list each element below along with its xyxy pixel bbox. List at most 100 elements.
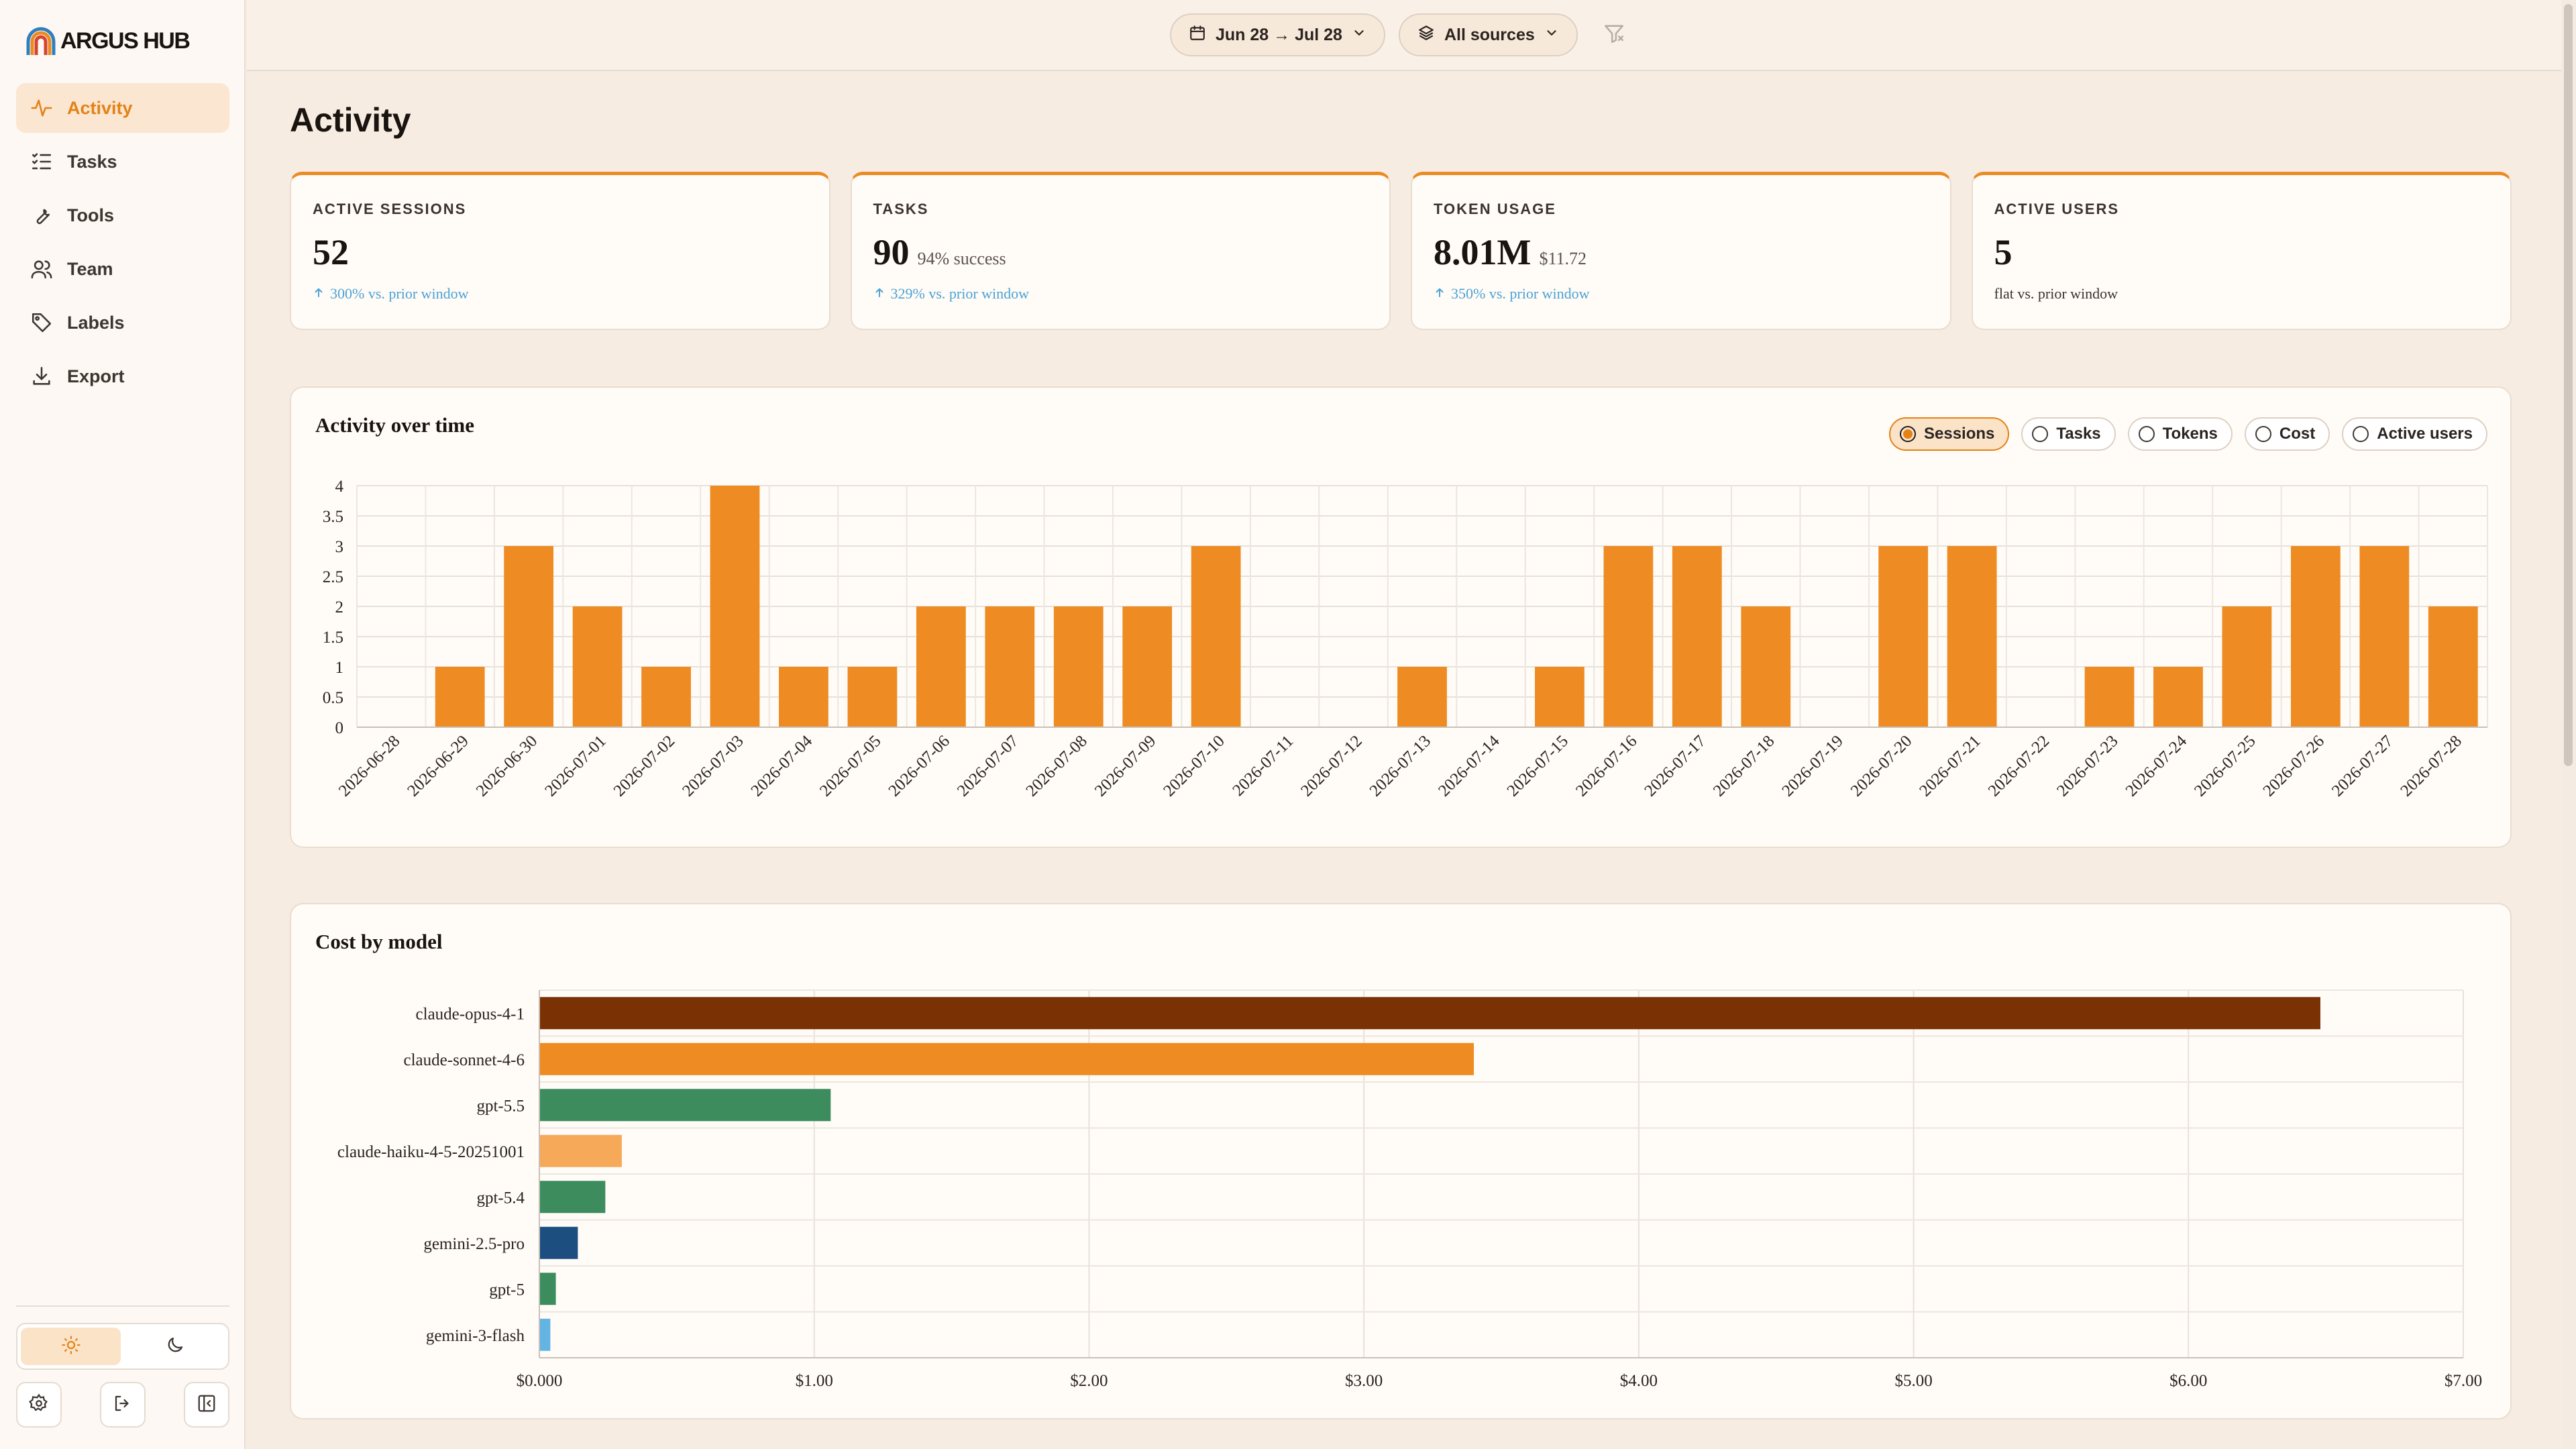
sidebar-item-tasks[interactable]: Tasks (16, 137, 229, 186)
stat-sub: 94% success (917, 249, 1006, 268)
stat-change-text: 350% vs. prior window (1451, 285, 1590, 302)
x-tick-label: 2026-07-16 (1572, 732, 1641, 800)
y-tick-label: claude-sonnet-4-6 (404, 1051, 525, 1069)
metric-radio-cost[interactable]: Cost (2244, 417, 2330, 451)
sidebar-item-team[interactable]: Team (16, 244, 229, 294)
x-tick-label: 2026-07-17 (1641, 732, 1709, 800)
source-selector[interactable]: All sources (1398, 13, 1578, 56)
x-tick-label: $2.00 (1070, 1372, 1108, 1390)
x-tick-label: 2026-06-28 (335, 732, 404, 800)
download-icon (30, 364, 54, 388)
sidebar-item-labels[interactable]: Labels (16, 298, 229, 347)
bar (710, 486, 760, 727)
x-tick-label: 2026-07-08 (1022, 732, 1091, 800)
x-tick-label: $1.00 (796, 1372, 833, 1390)
stat-change-text: 300% vs. prior window (330, 285, 469, 302)
sun-icon (61, 1335, 81, 1358)
bar (504, 546, 554, 727)
x-tick-label: 2026-07-05 (816, 732, 885, 800)
x-tick-label: 2026-06-30 (473, 732, 541, 800)
x-tick-label: $7.00 (2445, 1372, 2482, 1390)
sidebar: ARGUS HUB Activity Tasks Tools Team Labe… (0, 0, 246, 1449)
panel-title: Cost by model (315, 930, 443, 953)
stat-sub: $11.72 (1539, 249, 1587, 268)
bar (539, 1042, 1474, 1075)
metric-label: Tasks (2056, 425, 2101, 443)
sidebar-item-tools[interactable]: Tools (16, 191, 229, 240)
light-theme-button[interactable] (21, 1328, 121, 1365)
clear-filters-button[interactable] (1598, 19, 1630, 51)
sidebar-collapse-icon (197, 1393, 217, 1417)
sidebar-divider (16, 1305, 229, 1307)
x-tick-label: 2026-07-22 (1985, 732, 2053, 800)
cost-chart-panel: Cost by model $0.000 $1.00 $2.00 $3.00 $4.00… (290, 903, 2512, 1419)
metric-radio-tokens[interactable]: Tokens (2127, 417, 2233, 451)
x-tick-label: 2026-07-26 (2260, 732, 2328, 800)
cost-by-model-chart: $0.000 $1.00 $2.00 $3.00 $4.00 $5.00 $6.00 $7.0… (337, 989, 2482, 1390)
bar (1053, 606, 1104, 727)
stat-value: 90 (873, 232, 910, 272)
sidebar-footer-actions (16, 1382, 229, 1428)
calendar-icon (1189, 24, 1206, 46)
bar (1741, 606, 1791, 727)
stat-card-token-usage: TOKEN USAGE 8.01M $11.72 350% vs. prior w… (1411, 172, 1951, 330)
x-tick-label: $5.00 (1894, 1372, 1932, 1390)
x-tick-label: 2026-06-29 (404, 732, 472, 800)
logout-button[interactable] (100, 1382, 146, 1428)
y-tick-label: 1 (335, 659, 344, 677)
x-tick-label: 2026-07-25 (2191, 732, 2259, 800)
sidebar-item-export[interactable]: Export (16, 352, 229, 401)
app-name: ARGUS HUB (60, 28, 191, 54)
bar (1191, 546, 1241, 727)
bar (1947, 546, 1997, 727)
y-tick-label: gemini-3-flash (426, 1327, 525, 1345)
x-tick-label: $6.00 (2169, 1372, 2207, 1390)
chevron-down-icon (1352, 25, 1366, 45)
sidebar-item-activity[interactable]: Activity (16, 83, 229, 133)
x-tick-label: $3.00 (1345, 1372, 1383, 1390)
metric-radio-tasks[interactable]: Tasks (2021, 417, 2116, 451)
bar (539, 1226, 578, 1259)
y-tick-label: 0 (335, 719, 344, 737)
stat-label: ACTIVE SESSIONS (313, 201, 467, 217)
radio-icon (2032, 426, 2049, 442)
radio-icon (2353, 426, 2369, 442)
bar (2222, 606, 2272, 727)
y-tick-label: 3.5 (323, 508, 343, 526)
date-range-picker[interactable]: Jun 28 → Jul 28 (1170, 13, 1385, 56)
bar (985, 606, 1035, 727)
metric-radio-sessions[interactable]: Sessions (1888, 417, 2010, 451)
settings-button[interactable] (16, 1382, 62, 1428)
app-logo[interactable]: ARGUS HUB (25, 24, 191, 58)
wrench-icon (30, 203, 54, 227)
x-tick-label: 2026-07-21 (1916, 732, 1984, 800)
page-title: Activity (290, 101, 411, 139)
bar (539, 1273, 556, 1305)
metric-radio-active-users[interactable]: Active users (2342, 417, 2487, 451)
layers-icon (1417, 24, 1435, 46)
collapse-sidebar-button[interactable] (184, 1382, 229, 1428)
dark-theme-button[interactable] (125, 1328, 225, 1365)
stat-card-tasks: TASKS 90 94% success 329% vs. prior windo… (850, 172, 1391, 330)
scrollbar-thumb[interactable] (2564, 4, 2573, 766)
bar (916, 606, 966, 727)
bar (435, 667, 485, 727)
activity-chart-panel: Activity over time Sessions Tasks Tokens… (290, 386, 2512, 848)
stat-label: TASKS (873, 201, 929, 217)
moon-icon (165, 1335, 185, 1358)
bar (539, 997, 2320, 1030)
arrow-up-icon (1434, 285, 1446, 303)
filters: Jun 28 → Jul 28 All sources (1170, 13, 1630, 56)
sidebar-item-label: Team (67, 258, 113, 279)
x-tick-label: 2026-07-06 (885, 732, 954, 800)
x-tick-label: 2026-07-19 (1778, 732, 1847, 800)
sidebar-item-label: Tools (67, 205, 114, 225)
y-tick-label: 1.5 (323, 629, 343, 647)
bar (2359, 546, 2410, 727)
users-icon (30, 257, 54, 281)
y-tick-label: 0.5 (323, 689, 343, 707)
date-range-label: Jun 28 → Jul 28 (1216, 25, 1342, 44)
x-tick-label: 2026-07-07 (954, 732, 1022, 800)
bar (1603, 546, 1654, 727)
page-scrollbar[interactable] (2561, 0, 2576, 1449)
